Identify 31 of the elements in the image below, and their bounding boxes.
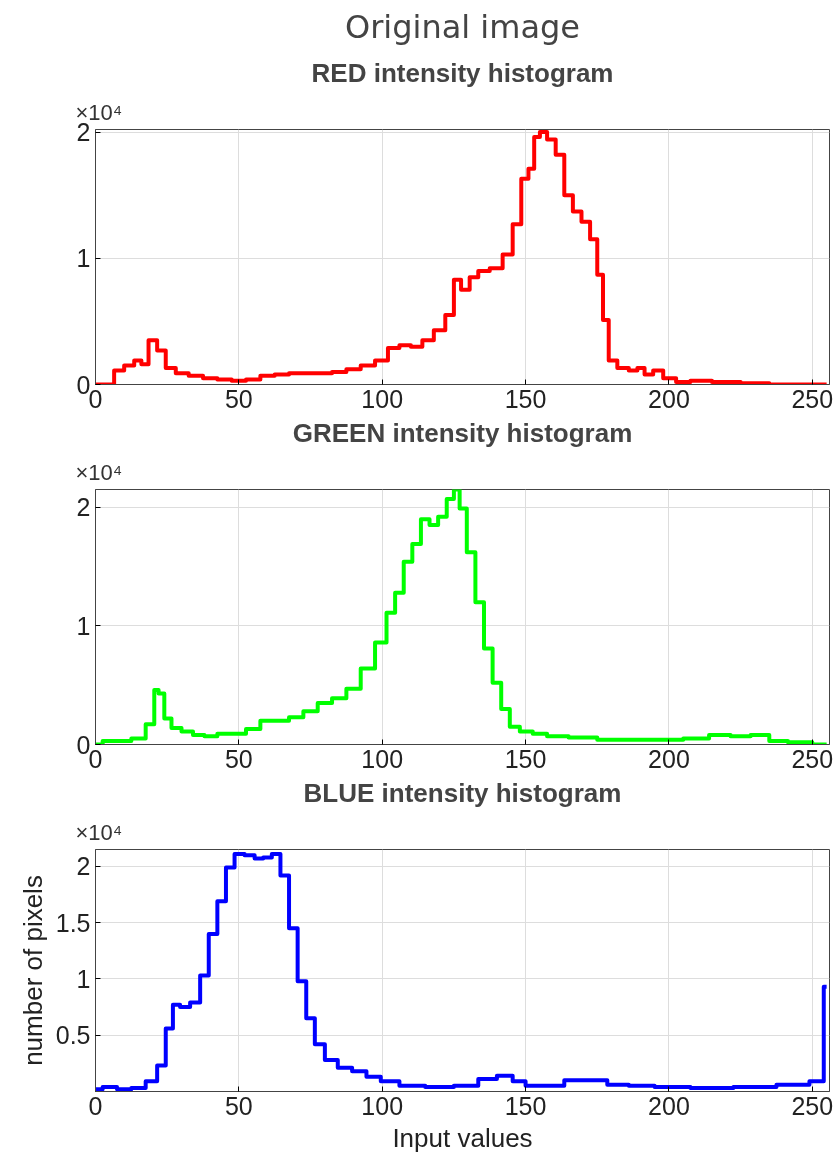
x-tick-label: 100 [361,1091,404,1120]
chart-title: Original image [344,7,581,46]
x-tick-label: 200 [648,744,690,773]
y-tick-label: 2 [76,118,91,147]
y-tick-label: 0.5 [55,1021,91,1050]
x-tick-label: 150 [504,1091,547,1120]
x-tick-label: 50 [224,384,253,413]
x-tick-label: 250 [791,744,834,773]
x-tick-label: 250 [791,384,834,413]
y-tick-label: 1.5 [55,908,91,937]
x-tick-label: 150 [504,744,547,773]
x-tick-label: 100 [361,384,404,413]
chart-subtitle: RED intensity histogram [311,57,614,88]
x-tick-label: 50 [224,1091,253,1120]
x-tick-label: 200 [648,1091,690,1120]
y-tick-label: 1 [76,244,91,273]
x-tick-label: 150 [504,384,547,413]
chart-title: GREEN intensity histogram [292,417,633,448]
text: ×10⁴ [75,819,123,845]
text: ×10⁴ [75,459,123,485]
x-axis-title: Input values [392,1122,533,1153]
x-tick-label: 250 [791,1091,834,1120]
y-tick-label: 1 [76,611,91,640]
y-tick-label: 2 [76,852,91,881]
chart-title: BLUE intensity histogram [303,777,622,808]
x-tick-label: 50 [224,744,253,773]
y-axis-title: number of pixels [17,875,48,1066]
x-tick-label: 200 [648,384,690,413]
y-tick-label: 1 [76,964,91,993]
y-tick-label: 2 [76,493,91,522]
x-tick-label: 100 [361,744,404,773]
